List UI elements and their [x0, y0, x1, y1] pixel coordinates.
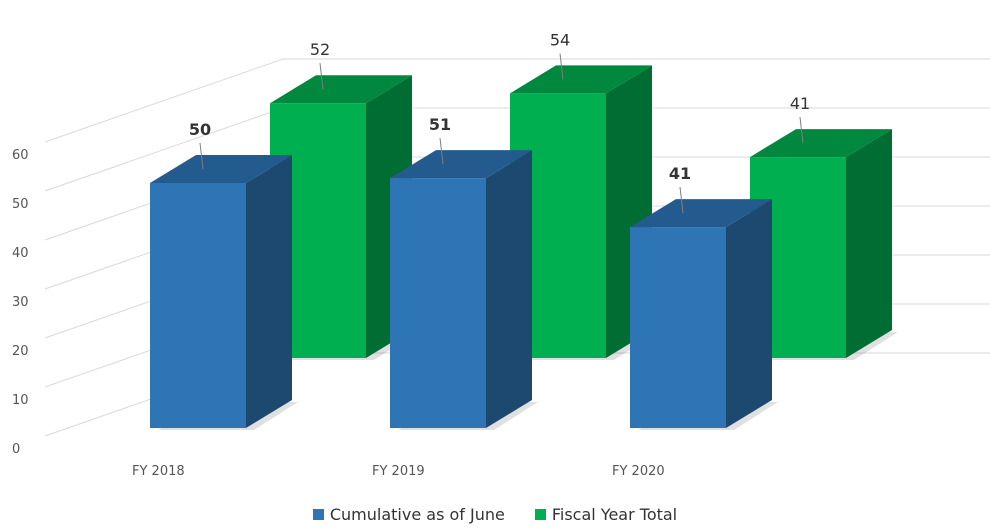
- bar-cumulative-as-of-june-fy-2019-top: [390, 150, 532, 179]
- x-tick-label: FY 2019: [372, 464, 425, 479]
- legend-label-cumulative: Cumulative as of June: [329, 505, 505, 524]
- bar-cumulative-as-of-june-fy-2020: [630, 227, 726, 428]
- y-tick-label: 60: [12, 148, 29, 163]
- bar-fiscal-year-total-fy-2018-label: 52: [310, 40, 330, 59]
- bar-cumulative-as-of-june-fy-2020-label: 41: [669, 164, 691, 183]
- bar-fiscal-year-total-fy-2019-leader: [559, 53, 564, 80]
- y-tick-label: 40: [12, 246, 29, 261]
- bar-fiscal-year-total-fy-2020-side: [846, 129, 892, 358]
- bar-cumulative-as-of-june-fy-2020-top: [630, 199, 772, 228]
- y-tick-label: 0: [12, 442, 20, 457]
- bar-fiscal-year-total-fy-2019-top: [510, 65, 652, 94]
- legend-swatch-fiscal-year-total: [534, 509, 546, 520]
- bar-cumulative-as-of-june-fy-2019-leader: [439, 138, 444, 165]
- legend-item-cumulative: Cumulative as of June: [312, 505, 505, 524]
- bar-fiscal-year-total-fy-2020-label: 41: [790, 94, 810, 113]
- bar-fiscal-year-total-fy-2019-label: 54: [550, 30, 570, 49]
- y-tick-label: 10: [12, 393, 29, 408]
- bar-cumulative-as-of-june-fy-2018: [150, 183, 246, 428]
- y-tick-label: 50: [12, 197, 29, 212]
- y-tick-label: 30: [12, 295, 29, 310]
- legend-label-fiscal-year-total: Fiscal Year Total: [551, 505, 678, 524]
- bar-cumulative-as-of-june-fy-2019-label: 51: [429, 115, 451, 134]
- legend: Cumulative as of June Fiscal Year Total: [0, 505, 990, 524]
- bar-cumulative-as-of-june-fy-2018-side: [246, 155, 292, 428]
- bar-cumulative-as-of-june-fy-2019: [390, 178, 486, 428]
- bar-cumulative-as-of-june-fy-2018-top: [150, 155, 292, 183]
- x-tick-label: FY 2020: [612, 464, 665, 479]
- legend-swatch-cumulative: [312, 509, 324, 520]
- gridline: [44, 58, 990, 143]
- bar-fiscal-year-total-fy-2020-top: [750, 129, 892, 158]
- x-tick-label: FY 2018: [132, 464, 185, 479]
- bar-cumulative-as-of-june-fy-2018-label: 50: [189, 120, 211, 139]
- bar-cumulative-as-of-june-fy-2020-leader: [679, 187, 684, 214]
- bar-cumulative-as-of-june-fy-2019-side: [486, 150, 532, 428]
- legend-item-fiscal-year-total: Fiscal Year Total: [534, 505, 678, 524]
- bar-fiscal-year-total-fy-2018-leader: [319, 63, 324, 90]
- bar-fiscal-year-total-fy-2018-top: [270, 75, 412, 104]
- y-tick-label: 20: [12, 344, 29, 359]
- bar-cumulative-as-of-june-fy-2018-leader: [199, 142, 204, 170]
- bar-fiscal-year-total-fy-2020-leader: [799, 117, 804, 144]
- bar-cumulative-as-of-june-fy-2020-side: [726, 199, 772, 428]
